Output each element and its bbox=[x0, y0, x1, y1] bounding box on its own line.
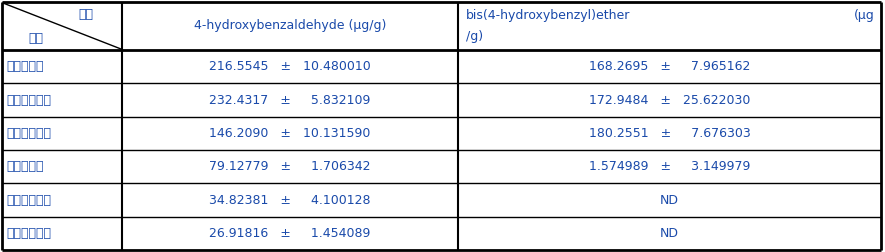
Text: 216.5545   ±   10.480010: 216.5545 ± 10.480010 bbox=[209, 60, 371, 73]
Text: 천마거피증건: 천마거피증건 bbox=[6, 227, 51, 240]
Text: 146.2090   ±   10.131590: 146.2090 ± 10.131590 bbox=[210, 127, 371, 140]
Text: 26.91816   ±     1.454089: 26.91816 ± 1.454089 bbox=[210, 227, 371, 240]
Text: 172.9484   ±   25.622030: 172.9484 ± 25.622030 bbox=[589, 93, 750, 107]
Text: 천마피생건: 천마피생건 bbox=[6, 60, 43, 73]
Text: 180.2551   ±     7.676303: 180.2551 ± 7.676303 bbox=[589, 127, 750, 140]
Text: 1.574989   ±     3.149979: 1.574989 ± 3.149979 bbox=[589, 160, 750, 173]
Text: 232.4317   ±     5.832109: 232.4317 ± 5.832109 bbox=[210, 93, 371, 107]
Text: 천마유피증건: 천마유피증건 bbox=[6, 194, 51, 206]
Text: 34.82381   ±     4.100128: 34.82381 ± 4.100128 bbox=[209, 194, 371, 206]
Text: 4-hydroxybenzaldehyde (μg/g): 4-hydroxybenzaldehyde (μg/g) bbox=[194, 19, 386, 33]
Text: 성분: 성분 bbox=[79, 8, 94, 20]
Text: ND: ND bbox=[660, 194, 679, 206]
Text: 천마피증건: 천마피증건 bbox=[6, 160, 43, 173]
Text: bis(4-hydroxybenzyl)ether: bis(4-hydroxybenzyl)ether bbox=[466, 9, 630, 22]
Text: /g): /g) bbox=[466, 30, 483, 43]
Text: 시료: 시료 bbox=[28, 32, 43, 45]
Text: 천마유피생건: 천마유피생건 bbox=[6, 93, 51, 107]
Text: ND: ND bbox=[660, 227, 679, 240]
Text: 천마거피생건: 천마거피생건 bbox=[6, 127, 51, 140]
Text: 168.2695   ±     7.965162: 168.2695 ± 7.965162 bbox=[589, 60, 750, 73]
Text: (μg: (μg bbox=[854, 9, 875, 22]
Text: 79.12779   ±     1.706342: 79.12779 ± 1.706342 bbox=[209, 160, 371, 173]
